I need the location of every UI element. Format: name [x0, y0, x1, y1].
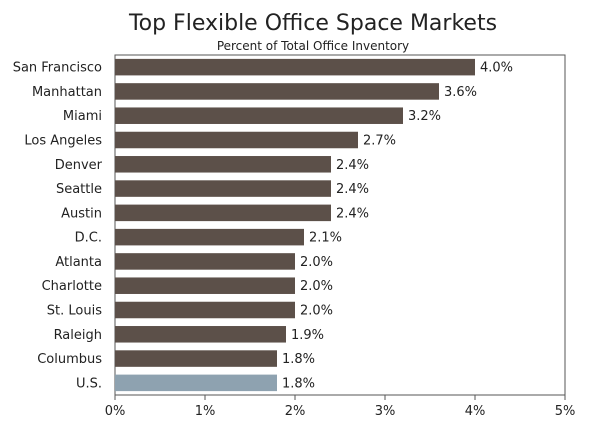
value-label: 3.2%	[408, 109, 441, 124]
category-label: Los Angeles	[24, 134, 102, 149]
bar	[115, 350, 277, 367]
chart-title: Top Flexible Office Space Markets	[128, 11, 497, 36]
x-tick-label: 0%	[105, 404, 126, 419]
bar	[115, 228, 304, 246]
bar	[115, 374, 277, 392]
bars-group: San Francisco 4.0% Manhattan 3.6% Miami 3.2% L…	[13, 58, 513, 392]
value-label: 2.4%	[336, 158, 369, 173]
category-label: Seattle	[56, 182, 102, 197]
bar	[115, 204, 331, 222]
value-label: 2.0%	[300, 304, 333, 319]
value-label: 1.8%	[282, 376, 315, 391]
x-tick-label: 5%	[555, 404, 576, 419]
bar	[115, 326, 286, 343]
x-axis: 0% 1% 2% 3% 4% 5%	[105, 395, 576, 419]
category-label: Charlotte	[42, 279, 102, 294]
category-label: U.S.	[76, 376, 102, 391]
category-label: D.C.	[75, 231, 102, 246]
x-tick-label: 1%	[195, 404, 216, 419]
value-label: 4.0%	[480, 61, 513, 76]
value-label: 3.6%	[444, 85, 477, 100]
bar	[115, 277, 295, 294]
category-label: St. Louis	[47, 304, 102, 319]
category-label: Columbus	[37, 352, 102, 367]
bar	[115, 107, 403, 124]
bar	[115, 131, 358, 149]
value-label: 1.9%	[291, 328, 324, 343]
value-label: 2.4%	[336, 206, 369, 221]
bar	[115, 253, 295, 270]
value-label: 2.1%	[309, 231, 342, 246]
x-tick-label: 3%	[375, 404, 396, 419]
category-label: Miami	[63, 109, 102, 124]
x-tick-label: 4%	[465, 404, 486, 419]
bar	[115, 58, 475, 76]
category-label: Austin	[61, 206, 102, 221]
bar	[115, 83, 439, 100]
value-label: 2.0%	[300, 255, 333, 270]
category-label: Denver	[55, 158, 103, 173]
value-label: 2.4%	[336, 182, 369, 197]
value-label: 2.0%	[300, 279, 333, 294]
bar	[115, 156, 331, 173]
value-label: 1.8%	[282, 352, 315, 367]
category-label: Manhattan	[32, 85, 102, 100]
category-label: San Francisco	[13, 61, 102, 76]
category-label: Raleigh	[54, 328, 102, 343]
value-label: 2.7%	[363, 134, 396, 149]
x-tick-label: 2%	[285, 404, 306, 419]
category-label: Atlanta	[55, 255, 102, 270]
bar	[115, 180, 331, 197]
plot-area-frame	[114, 54, 566, 396]
chart-subtitle: Percent of Total Office Inventory	[217, 39, 409, 53]
bar	[115, 301, 295, 319]
